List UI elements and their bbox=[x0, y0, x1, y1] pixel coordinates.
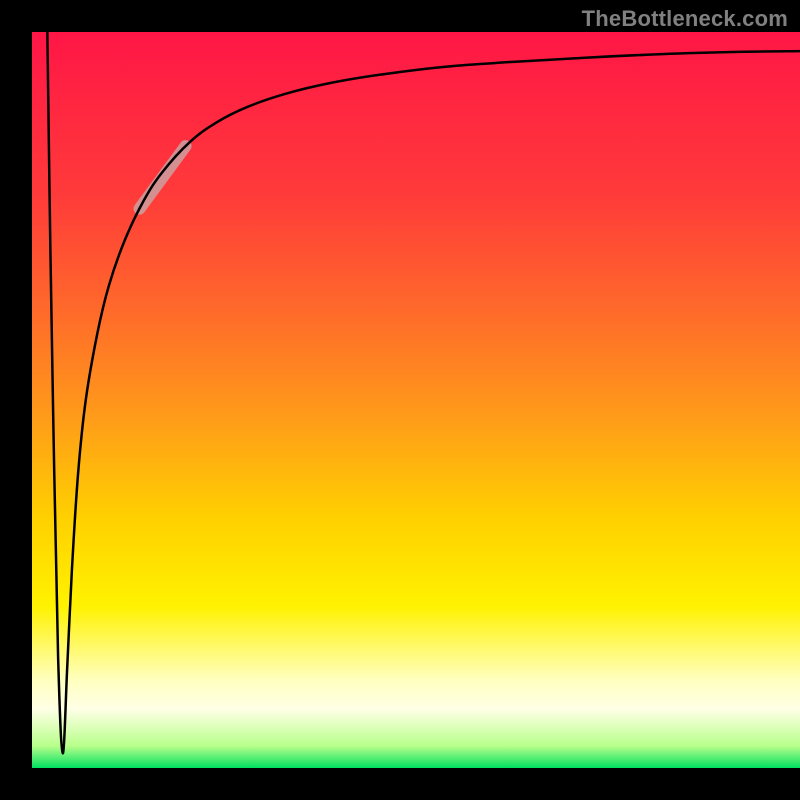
gradient-background bbox=[32, 32, 800, 768]
plot-area bbox=[32, 32, 800, 768]
bottleneck-curve-chart bbox=[32, 32, 800, 768]
chart-container: TheBottleneck.com bbox=[0, 0, 800, 800]
watermark-text: TheBottleneck.com bbox=[582, 6, 788, 32]
